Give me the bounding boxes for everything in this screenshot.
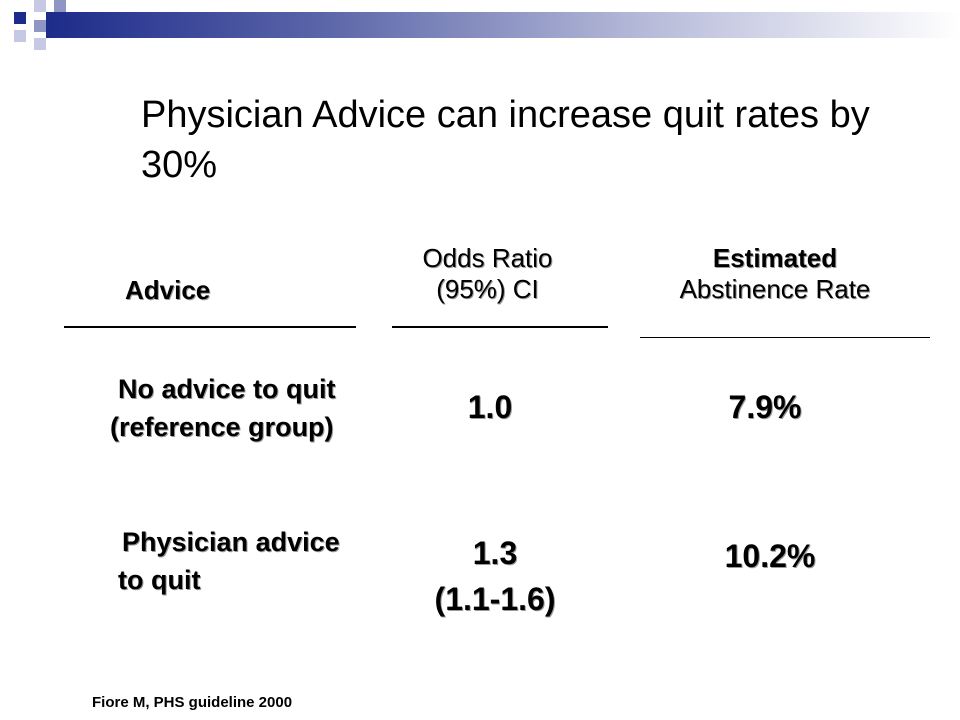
header-advice: Advice	[125, 275, 211, 305]
header-abstinence-line1: Estimated	[712, 243, 838, 273]
row1-label-line2: (reference group)	[110, 412, 334, 442]
header-odds-ratio-line1: Odds Ratio	[422, 243, 553, 273]
header-rule-odds-ratio	[392, 326, 608, 328]
row1-abstinence-rate: 7.9%	[728, 389, 802, 425]
row-label-no-advice: No advice to quit (reference group)	[110, 370, 336, 446]
header-abstinence-rate: Estimated Abstinence Rate	[630, 243, 920, 305]
row2-odds-ratio-value: 1.3	[472, 535, 518, 571]
row2-abstinence-rate: 10.2%	[724, 538, 816, 574]
header-odds-ratio-line2: (95%) CI	[436, 274, 539, 304]
header-odds-ratio: Odds Ratio (95%) CI	[375, 243, 600, 305]
row2-label-line2: to quit	[118, 565, 201, 595]
row2-odds-ratio: 1.3 (1.1-1.6)	[415, 530, 575, 622]
row2-confidence-interval: (1.1-1.6)	[434, 581, 556, 617]
header-rule-advice	[64, 326, 356, 328]
row1-odds-ratio: 1.0	[467, 389, 513, 425]
slide-title: Physician Advice can increase quit rates…	[141, 94, 870, 186]
header-abstinence-line2: Abstinence Rate	[679, 274, 871, 304]
header-rule-abstinence	[640, 337, 930, 338]
row-label-physician-advice: Physician advice to quit	[118, 523, 340, 599]
row2-label-line1: Physician advice	[122, 527, 340, 557]
header-gradient-bar	[46, 12, 960, 38]
source-footnote: Fiore M, PHS guideline 2000	[92, 694, 293, 711]
row1-label-line1: No advice to quit	[118, 374, 336, 404]
